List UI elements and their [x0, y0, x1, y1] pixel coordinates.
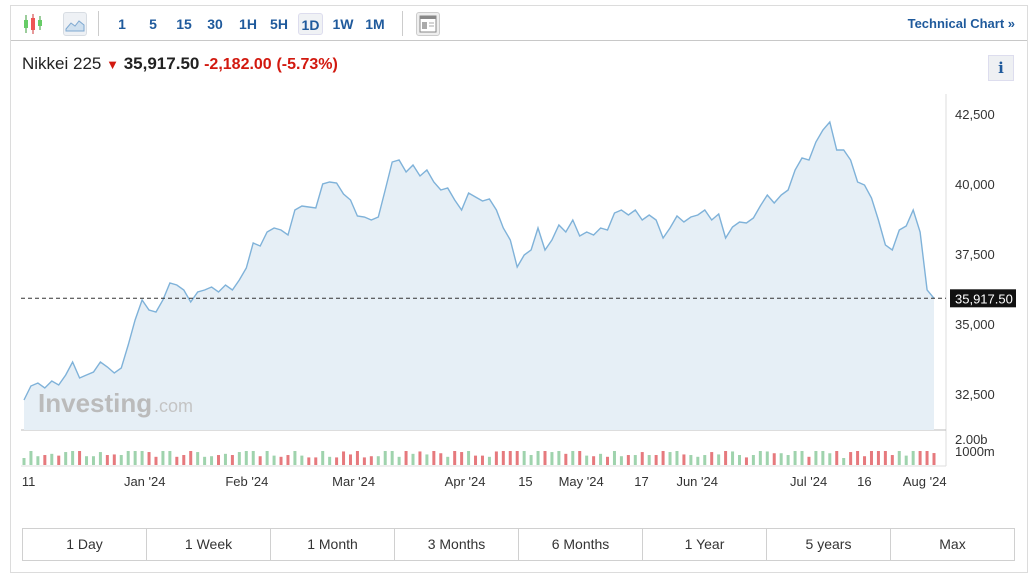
candlestick-icon[interactable] — [21, 12, 45, 36]
interval-1w[interactable]: 1W — [332, 16, 354, 32]
range-6-months[interactable]: 6 Months — [519, 529, 643, 560]
info-button[interactable]: i — [988, 55, 1014, 81]
price-change-pct: (-5.73%) — [276, 56, 338, 73]
arrow-down-icon: ▼ — [106, 57, 119, 72]
interval-1h[interactable]: 1H — [239, 16, 257, 32]
instrument-name: Nikkei 225 — [22, 54, 102, 73]
range-1-month[interactable]: 1 Month — [271, 529, 395, 560]
interval-15[interactable]: 15 — [176, 16, 192, 32]
layout-icon[interactable] — [416, 12, 440, 36]
last-price: 35,917.50 — [123, 54, 200, 73]
interval-1[interactable]: 1 — [118, 16, 126, 32]
range-max[interactable]: Max — [939, 536, 966, 552]
chart-toolbar: 1 5 15 30 1H 5H 1D 1W 1M Technical Chart… — [11, 6, 1027, 41]
range-5-years[interactable]: 5 years — [767, 529, 891, 560]
range-selector: 1 Day 1 Week 1 Month 3 Months 6 Months 1 Year… — [22, 528, 1015, 561]
interval-1d[interactable]: 1D — [298, 13, 323, 35]
interval-30[interactable]: 30 — [207, 16, 223, 32]
range-1-day[interactable]: 1 Day — [23, 529, 147, 560]
divider — [98, 11, 99, 36]
technical-chart-link[interactable]: Technical Chart » — [907, 16, 1015, 31]
chart-widget: 1 5 15 30 1H 5H 1D 1W 1M Technical Chart… — [10, 5, 1028, 573]
range-3-months[interactable]: 3 Months — [395, 529, 519, 560]
price-change: -2,182.00 — [204, 56, 272, 73]
quote-header: Nikkei 225 ▼ 35,917.50 -2,182.00 (-5.73%… — [22, 54, 338, 74]
area-chart-icon[interactable] — [63, 12, 87, 36]
divider — [402, 11, 403, 36]
range-1-week[interactable]: 1 Week — [147, 529, 271, 560]
interval-1m[interactable]: 1M — [365, 16, 385, 32]
range-1-year[interactable]: 1 Year — [643, 529, 767, 560]
interval-5[interactable]: 5 — [149, 16, 157, 32]
interval-5h[interactable]: 5H — [270, 16, 288, 32]
